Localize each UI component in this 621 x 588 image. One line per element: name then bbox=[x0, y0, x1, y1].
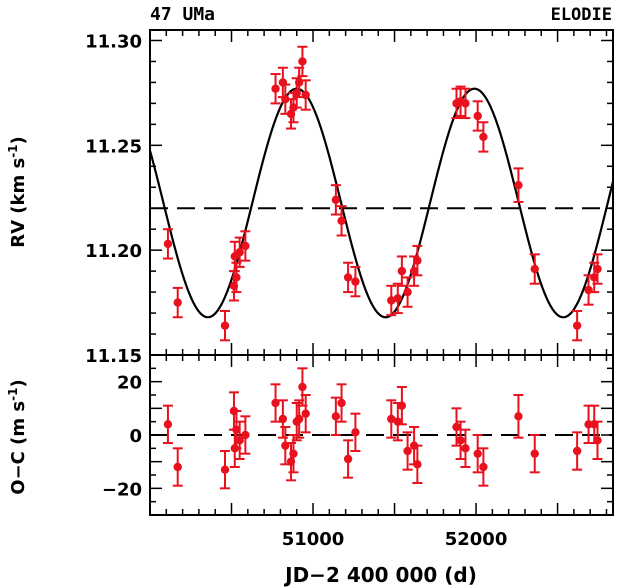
y-tick-label: 11.20 bbox=[85, 241, 142, 262]
x-tick-label: 52000 bbox=[445, 529, 508, 550]
residual-point bbox=[478, 447, 489, 487]
rv-point bbox=[277, 66, 288, 99]
star-name-label: 47 UMa bbox=[150, 4, 215, 25]
rv-point bbox=[234, 236, 245, 268]
rv-point bbox=[472, 100, 483, 132]
rv-point bbox=[162, 228, 173, 260]
x-tick-label: 51000 bbox=[282, 529, 345, 550]
rv-point bbox=[402, 276, 413, 308]
rv-point bbox=[460, 87, 471, 120]
residual-point bbox=[396, 386, 407, 426]
rv-point bbox=[172, 286, 183, 319]
residual-point bbox=[162, 404, 173, 444]
residual-point bbox=[412, 444, 423, 484]
residual-point bbox=[300, 394, 311, 434]
rv-point bbox=[412, 244, 423, 277]
rv-point bbox=[396, 255, 407, 287]
residual-point bbox=[460, 428, 471, 468]
rv-point bbox=[478, 121, 489, 153]
rv-point bbox=[343, 261, 354, 294]
rv-point bbox=[219, 309, 230, 342]
residual-point bbox=[336, 383, 347, 423]
rv-point bbox=[330, 184, 341, 216]
rv-point bbox=[350, 265, 361, 298]
top-axis-ticks: 11.15 11.20 11.25 11.30 bbox=[85, 30, 613, 367]
y-tick-label: −20 bbox=[102, 479, 142, 500]
y-tick-label: 11.30 bbox=[85, 31, 142, 52]
residual-point bbox=[402, 431, 413, 471]
residual-points bbox=[162, 367, 603, 490]
rv-point bbox=[513, 167, 524, 203]
rv-point bbox=[572, 309, 583, 342]
residual-point bbox=[234, 420, 245, 460]
residual-point bbox=[350, 412, 361, 452]
rv-point bbox=[270, 73, 281, 105]
bottom-panel: 51000 52000 −20 0 20 O−C (m s-1) JD−2 400 00… bbox=[6, 354, 614, 587]
residual-point bbox=[572, 431, 583, 471]
residual-point bbox=[472, 434, 483, 474]
residual-point bbox=[386, 399, 397, 439]
x-axis-label: JD−2 400 000 (d) bbox=[283, 563, 477, 587]
y-tick-label: 11.15 bbox=[85, 346, 142, 367]
residual-point bbox=[513, 394, 524, 439]
residual-point bbox=[219, 450, 230, 490]
bottom-axis-ticks: 51000 52000 −20 0 20 bbox=[102, 354, 613, 550]
residual-point bbox=[529, 434, 540, 474]
instrument-label: ELODIE bbox=[551, 5, 612, 25]
rv-point bbox=[300, 79, 311, 111]
rv-point bbox=[240, 230, 251, 262]
fit-curve bbox=[150, 87, 613, 319]
rv-point bbox=[336, 205, 347, 237]
bottom-ylabel: O−C (m s-1) bbox=[6, 379, 29, 494]
y-tick-label: 11.25 bbox=[85, 136, 142, 157]
rv-point bbox=[592, 253, 603, 285]
residual-point bbox=[240, 415, 251, 455]
keplerian-fit-line bbox=[150, 87, 613, 319]
rv-point bbox=[392, 282, 403, 315]
residual-point bbox=[288, 434, 299, 474]
rv-point bbox=[386, 284, 397, 317]
rv-point bbox=[583, 274, 594, 306]
residual-point bbox=[277, 399, 288, 439]
residual-point bbox=[455, 420, 466, 460]
residual-point bbox=[343, 439, 354, 479]
rv-points bbox=[162, 45, 603, 342]
rv-point bbox=[529, 253, 540, 285]
y-tick-label: 20 bbox=[117, 373, 142, 394]
residual-point bbox=[280, 426, 291, 466]
top-ylabel: RV (km s-1) bbox=[6, 136, 29, 248]
residual-point bbox=[589, 404, 600, 444]
residual-point bbox=[172, 447, 183, 487]
residual-point bbox=[592, 420, 603, 460]
residual-point bbox=[330, 396, 341, 436]
rv-point bbox=[297, 45, 308, 78]
top-panel: 11.15 11.20 11.25 11.30 RV (km s-1) bbox=[6, 29, 614, 367]
residual-point bbox=[270, 383, 281, 423]
y-tick-label: 0 bbox=[129, 426, 142, 447]
